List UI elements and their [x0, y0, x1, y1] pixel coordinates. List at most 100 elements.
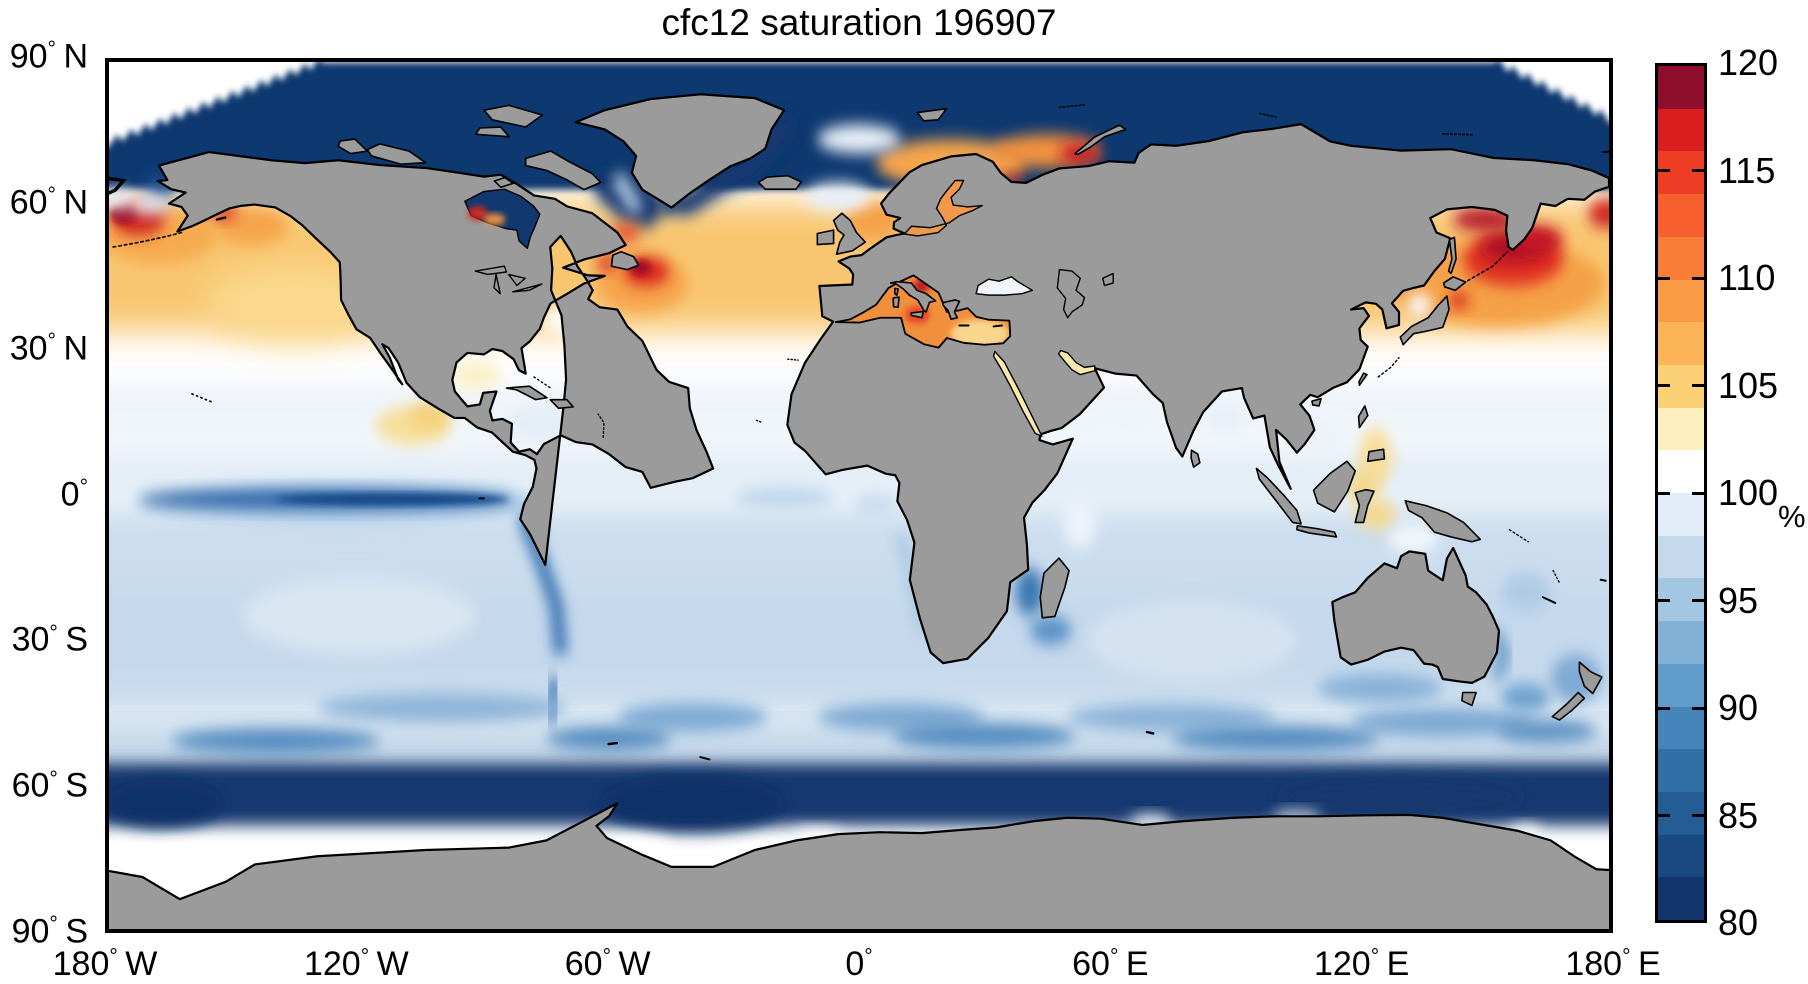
colorbar-tick-label-120: 120: [1718, 42, 1779, 83]
colorbar-tick-mark: [1692, 814, 1704, 817]
hudson-hotspot: [467, 206, 488, 220]
x-tick-120E: 120° E: [1313, 945, 1410, 983]
vanuatu: [1553, 571, 1559, 583]
island-ireland: [817, 230, 833, 244]
island-novaya-zemlya: [1075, 125, 1126, 154]
island-sicily: [911, 312, 923, 318]
colorbar-tick-mark: [1658, 706, 1670, 710]
peninsula-greece: [943, 300, 960, 319]
colorbar-segment: [1658, 322, 1704, 365]
continents: [109, 94, 1609, 929]
lesser-antilles: [598, 414, 604, 437]
island-nz-south: [1552, 693, 1584, 720]
colorbar-segment: [1658, 151, 1704, 195]
colorbar-tick-label-105: 105: [1718, 364, 1779, 406]
x-tick-60E: 60° E: [1072, 945, 1149, 983]
colorbar-segment: [1658, 493, 1704, 536]
ryukyu-islands: [1378, 358, 1399, 377]
falkland-islands: [609, 743, 617, 744]
colorbar-segment: [1658, 791, 1704, 835]
colorbar-segment: [1658, 279, 1704, 323]
island-corsica: [895, 288, 898, 295]
colorbar-tick-mark: [1658, 276, 1670, 280]
colorbar-segment: [1658, 706, 1704, 750]
island-madagascar: [1040, 558, 1069, 618]
landmass-greenland: [576, 94, 784, 207]
island-iceland: [759, 176, 802, 189]
franz-josef-land: [1059, 105, 1084, 107]
island-baffin: [526, 151, 601, 190]
colorbar-segment: [1658, 621, 1704, 664]
aral-sea: [1103, 273, 1113, 285]
island-java: [1297, 526, 1337, 537]
island-sri-lanka: [1191, 450, 1200, 467]
landmass-americas: [158, 152, 713, 565]
x-tick-120W: 120° W: [303, 945, 409, 983]
kuril-islands: [1468, 252, 1508, 281]
y-tick-30N: 30° N: [9, 329, 88, 368]
colorbar-tick-mark: [1692, 706, 1704, 710]
new-caledonia: [1543, 597, 1556, 603]
y-tick-90S: 90° S: [11, 912, 88, 951]
red-sea: [994, 351, 1042, 436]
x-tick-180E: 180° E: [1565, 945, 1661, 983]
island-nz-north: [1579, 662, 1602, 693]
x-tick-180W: 180° W: [52, 945, 158, 983]
mediterranean-outline: [836, 275, 1011, 347]
hudson-orange: [483, 213, 506, 226]
island-southampton: [494, 178, 513, 188]
inland-seas: [465, 180, 1113, 436]
solomon-islands: [1509, 530, 1528, 542]
island-borneo: [1314, 461, 1356, 512]
kodiak-island: [217, 218, 225, 220]
island-hainan: [1312, 399, 1321, 406]
island-hokkaido: [1444, 277, 1466, 290]
colorbar-tick-mark: [1658, 384, 1670, 387]
landmass-antarctica: [109, 803, 1609, 929]
colorbar-segment: [1658, 194, 1704, 237]
severnaya-zemlya: [1259, 114, 1276, 117]
kerguelen: [1147, 732, 1153, 733]
y-tick-0: 0°: [60, 475, 88, 514]
colorbar-tick-mark: [1658, 491, 1670, 495]
island-sardinia: [893, 297, 899, 307]
island-sulawesi: [1355, 490, 1374, 523]
colorbar-segment: [1658, 407, 1704, 451]
colorbar-tick-label-90: 90: [1718, 687, 1759, 728]
island-cuba: [507, 386, 547, 399]
colorbar-segment: [1658, 535, 1704, 579]
hawaii: [192, 394, 212, 402]
colorbar-tick-mark: [1658, 169, 1670, 172]
colorbar-segment: [1658, 834, 1704, 878]
island-uk: [834, 213, 866, 254]
colorbar-tick-mark: [1658, 599, 1670, 602]
x-tick-0: 0°: [845, 945, 873, 983]
colorbar-segment: [1658, 108, 1704, 152]
island-svalbard: [917, 109, 946, 121]
colorbar-segment: [1658, 66, 1704, 109]
y-tick-60N: 60° N: [9, 183, 88, 222]
south-georgia: [700, 757, 709, 759]
island-victoria: [367, 144, 425, 164]
cape-verde: [757, 420, 763, 422]
lake-michigan: [494, 274, 500, 293]
lake-erie-ontario: [513, 284, 542, 292]
colorbar-tick-mark: [1692, 384, 1704, 387]
colorbar-segment: [1658, 877, 1704, 921]
world-map: [109, 62, 1609, 929]
caspian-sea: [1057, 270, 1084, 318]
island-newfoundland: [612, 252, 639, 270]
colorbar-tick-label-85: 85: [1718, 794, 1759, 836]
island-luzon: [1359, 406, 1368, 428]
canary-islands: [788, 359, 798, 360]
bahamas: [534, 377, 552, 389]
lake-superior: [475, 266, 506, 274]
fiji: [1601, 580, 1606, 581]
colorbar-tick-label-110: 110: [1718, 257, 1776, 298]
island-taiwan: [1359, 373, 1367, 385]
map-plot-area: [105, 58, 1613, 933]
islands: [338, 105, 1602, 720]
island-sumatra: [1257, 469, 1302, 524]
island-sakhalin: [1449, 237, 1457, 273]
